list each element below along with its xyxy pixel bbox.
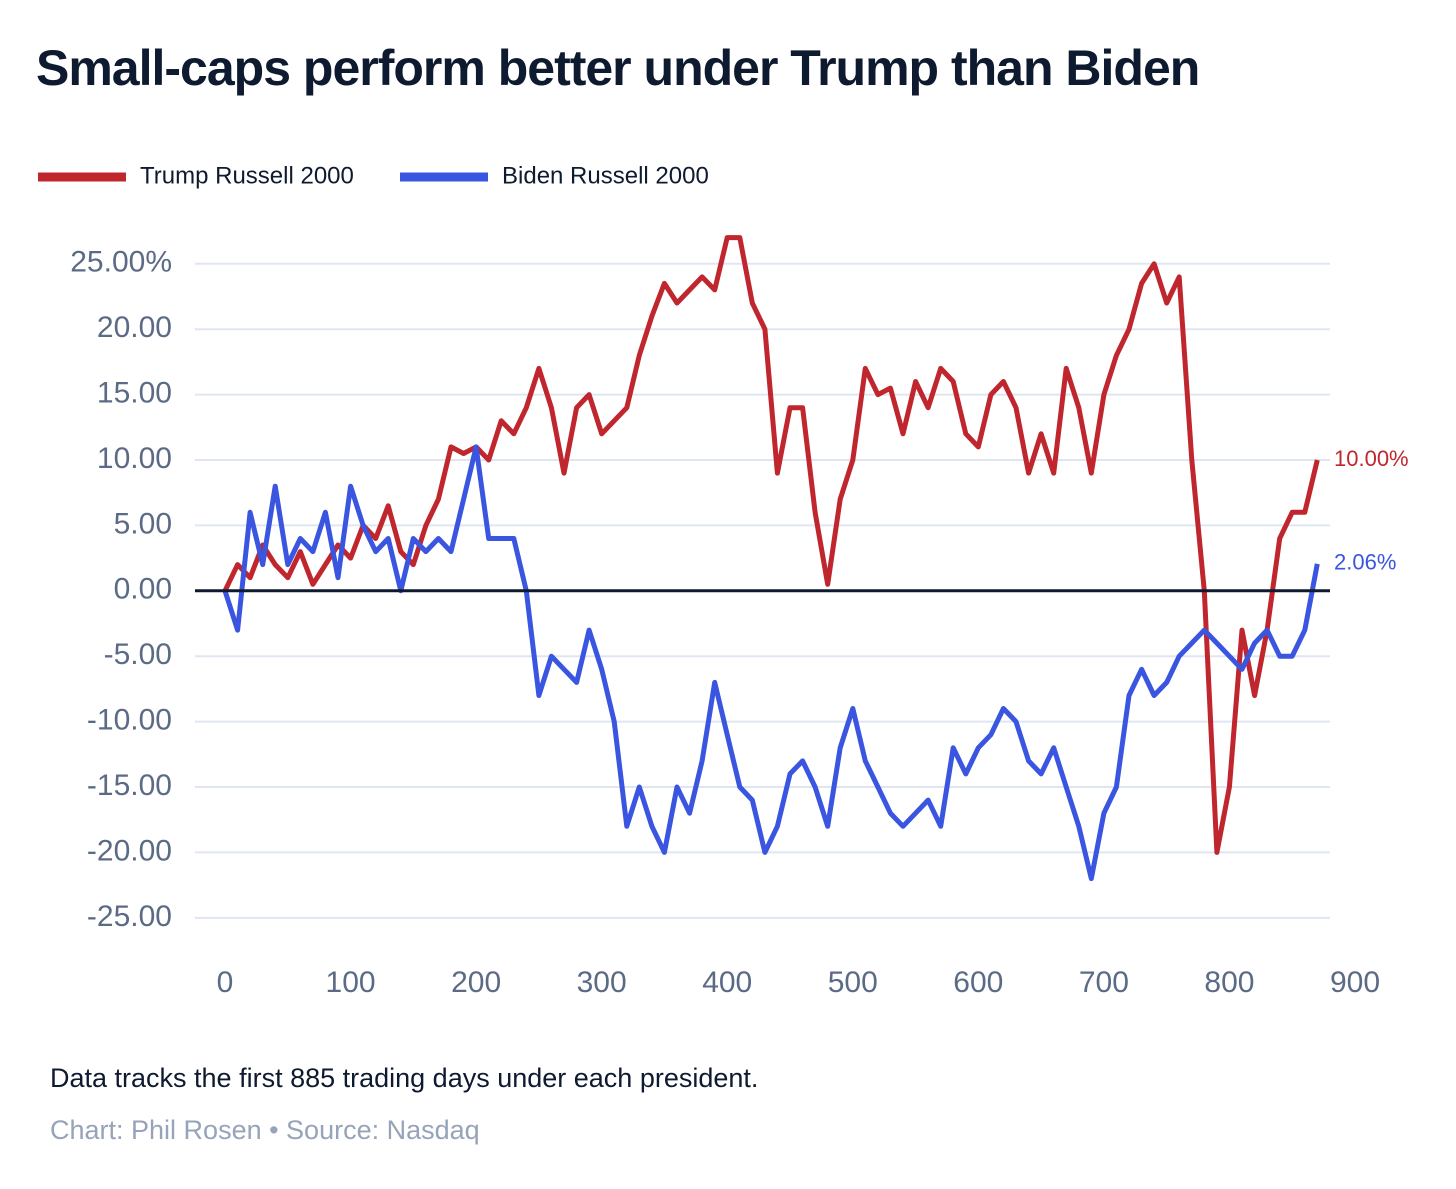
x-tick-label: 600 — [953, 966, 1003, 999]
x-tick-label: 100 — [326, 966, 376, 999]
x-tick-label: 500 — [828, 966, 878, 999]
y-tick-label: 15.00 — [97, 377, 172, 410]
x-tick-label: 300 — [577, 966, 627, 999]
x-tick-label: 400 — [702, 966, 752, 999]
x-tick-label: 800 — [1204, 966, 1254, 999]
x-tick-label: 0 — [217, 966, 234, 999]
series-line — [222, 444, 1320, 882]
caption: Data tracks the first 885 trading days u… — [50, 1063, 758, 1093]
end-label: 10.00% — [1334, 446, 1409, 471]
legend-label: Biden Russell 2000 — [502, 162, 709, 189]
y-tick-label: 10.00 — [97, 442, 172, 475]
source: Chart: Phil Rosen • Source: Nasdaq — [50, 1115, 480, 1145]
y-tick-label: -25.00 — [87, 900, 172, 933]
y-tick-label: 25.00% — [70, 246, 172, 279]
end-label: 2.06% — [1334, 550, 1396, 575]
y-tick-label: 5.00 — [114, 507, 172, 540]
x-tick-label: 700 — [1079, 966, 1129, 999]
x-tick-label: 200 — [451, 966, 501, 999]
legend-label: Trump Russell 2000 — [140, 162, 354, 189]
y-tick-label: -10.00 — [87, 704, 172, 737]
y-tick-label: -20.00 — [87, 834, 172, 867]
chart-title: Small-caps perform better under Trump th… — [36, 40, 1199, 96]
y-tick-label: 0.00 — [114, 573, 172, 606]
y-tick-label: 20.00 — [97, 311, 172, 344]
y-tick-label: -15.00 — [87, 769, 172, 802]
x-tick-label: 900 — [1330, 966, 1380, 999]
y-tick-label: -5.00 — [104, 638, 172, 671]
